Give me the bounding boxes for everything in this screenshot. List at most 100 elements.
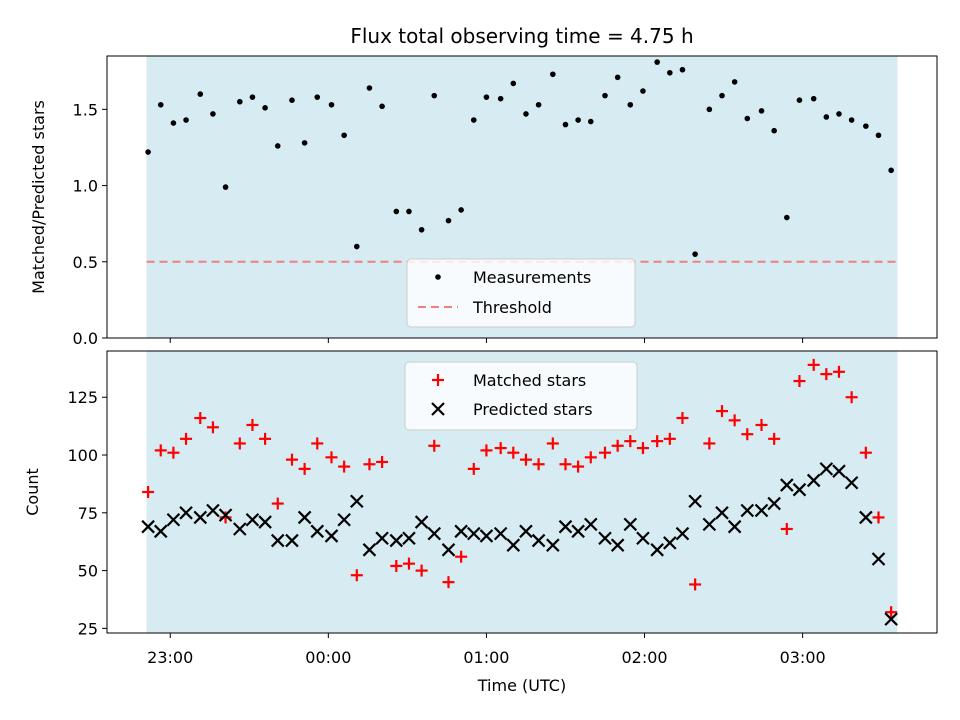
predicted-star-point: [727, 519, 742, 534]
measurement-point: [640, 88, 646, 94]
measurement-points: [145, 59, 894, 257]
matched-star-point: [402, 557, 415, 570]
matched-star-point: [167, 446, 180, 459]
predicted-star-point: [193, 510, 208, 525]
measurement-point: [587, 118, 594, 125]
predicted-star-point: [375, 531, 389, 546]
predicted-star-point: [806, 473, 821, 488]
matched-star-point: [820, 368, 833, 381]
predicted-star-point: [506, 538, 521, 552]
measurement-point: [497, 95, 504, 102]
matched-star-point: [611, 439, 624, 452]
measurement-point: [197, 91, 204, 97]
matched-star-point: [206, 421, 219, 434]
matched-star-point: [793, 375, 806, 388]
measurement-point: [262, 105, 268, 111]
measurement-point: [796, 97, 803, 104]
matched-star-point: [663, 432, 676, 445]
measurement-point: [157, 101, 164, 108]
measurement-point: [758, 108, 765, 114]
predicted-star-point: [767, 496, 781, 511]
matched-star-point: [768, 432, 781, 445]
measurement-point: [836, 111, 842, 117]
matched-star-point: [572, 460, 585, 473]
measurement-point: [379, 103, 385, 110]
predicted-star-point: [636, 531, 650, 546]
measurement-point: [445, 217, 452, 224]
matched-star-point: [246, 418, 259, 431]
bottom-panel: 25 50 75 100 125 23:00 00:00 01:00 02:00 03:00 C…: [23, 350, 938, 695]
measurement-point: [237, 98, 243, 105]
measurement-point: [875, 132, 882, 139]
measurement-point: [470, 117, 477, 123]
predicted-star-point: [233, 522, 247, 536]
measurement-point: [575, 117, 581, 123]
predicted-star-point: [141, 519, 155, 534]
measurement-point: [692, 251, 698, 257]
measurement-point: [562, 121, 569, 128]
predicted-star-point: [884, 612, 898, 626]
measurement-point: [366, 85, 373, 91]
measurement-point: [406, 208, 412, 215]
x-tick-label: 00:00: [305, 648, 351, 667]
matched-star-point: [599, 446, 611, 459]
matched-star-point: [703, 437, 716, 450]
bottom-legend: Matched stars Predicted stars: [404, 361, 638, 431]
predicted-star-point: [871, 552, 886, 566]
legend-predicted-marker: [431, 402, 445, 416]
matched-star-point: [755, 418, 768, 431]
measurement-point: [848, 117, 855, 123]
predicted-star-point: [519, 524, 533, 539]
matched-star-point: [285, 453, 298, 466]
matched-star-point: [872, 511, 885, 524]
top-y-ticks: 0.0 0.5 1.0 1.5: [73, 100, 107, 348]
measurement-point: [771, 127, 777, 134]
predicted-star-point: [337, 512, 351, 527]
predicted-star-point: [441, 543, 456, 557]
matched-star-point: [676, 412, 689, 425]
matched-star-point: [546, 437, 559, 450]
matched-star-point: [219, 511, 232, 524]
predicted-star-point: [218, 508, 233, 522]
matched-star-point: [507, 446, 520, 459]
measurement-point: [823, 114, 830, 120]
measurement-point: [289, 97, 295, 104]
measurement-point: [353, 243, 360, 250]
legend-matched-stars: Matched stars: [473, 371, 586, 390]
bottom-axes-frame: [106, 350, 938, 634]
bottom-y-axis-label: Count: [23, 468, 42, 516]
matched-star-point: [311, 437, 324, 450]
measurement-point: [744, 115, 751, 122]
measurement-point: [535, 101, 542, 108]
measurement-point: [145, 149, 151, 155]
matched-star-point: [194, 412, 207, 425]
matched-star-point: [532, 458, 545, 471]
predicted-star-points: [141, 462, 898, 626]
y-tick-label: 0.5: [73, 253, 98, 272]
measurement-point: [706, 106, 713, 113]
predicted-star-point: [206, 503, 220, 518]
matched-star-point: [624, 435, 637, 448]
matched-star-point: [455, 550, 468, 563]
predicted-star-point: [454, 524, 468, 539]
predicted-star-point: [583, 517, 598, 532]
predicted-star-point: [792, 482, 807, 497]
y-tick-label: 50: [78, 562, 98, 581]
measurement-point: [341, 132, 347, 139]
predicted-star-point: [558, 519, 573, 534]
top-panel: 0.0 0.5 1.0 1.5 Matched/Predicted stars Mea…: [29, 55, 938, 348]
matched-star-point: [651, 435, 664, 448]
matched-star-point: [519, 453, 532, 466]
measurement-point: [888, 167, 894, 174]
x-tick-label: 23:00: [147, 648, 193, 667]
measurement-point: [810, 95, 817, 102]
predicted-star-point: [844, 475, 859, 490]
matched-star-point: [338, 460, 351, 473]
matched-star-point: [780, 522, 793, 535]
predicted-star-point: [179, 506, 193, 520]
predicted-star-point: [740, 503, 755, 518]
x-tick-label: 01:00: [463, 648, 509, 667]
legend-measurement-marker: [435, 274, 441, 280]
matched-star-point: [689, 578, 702, 591]
predicted-star-point: [427, 526, 442, 541]
